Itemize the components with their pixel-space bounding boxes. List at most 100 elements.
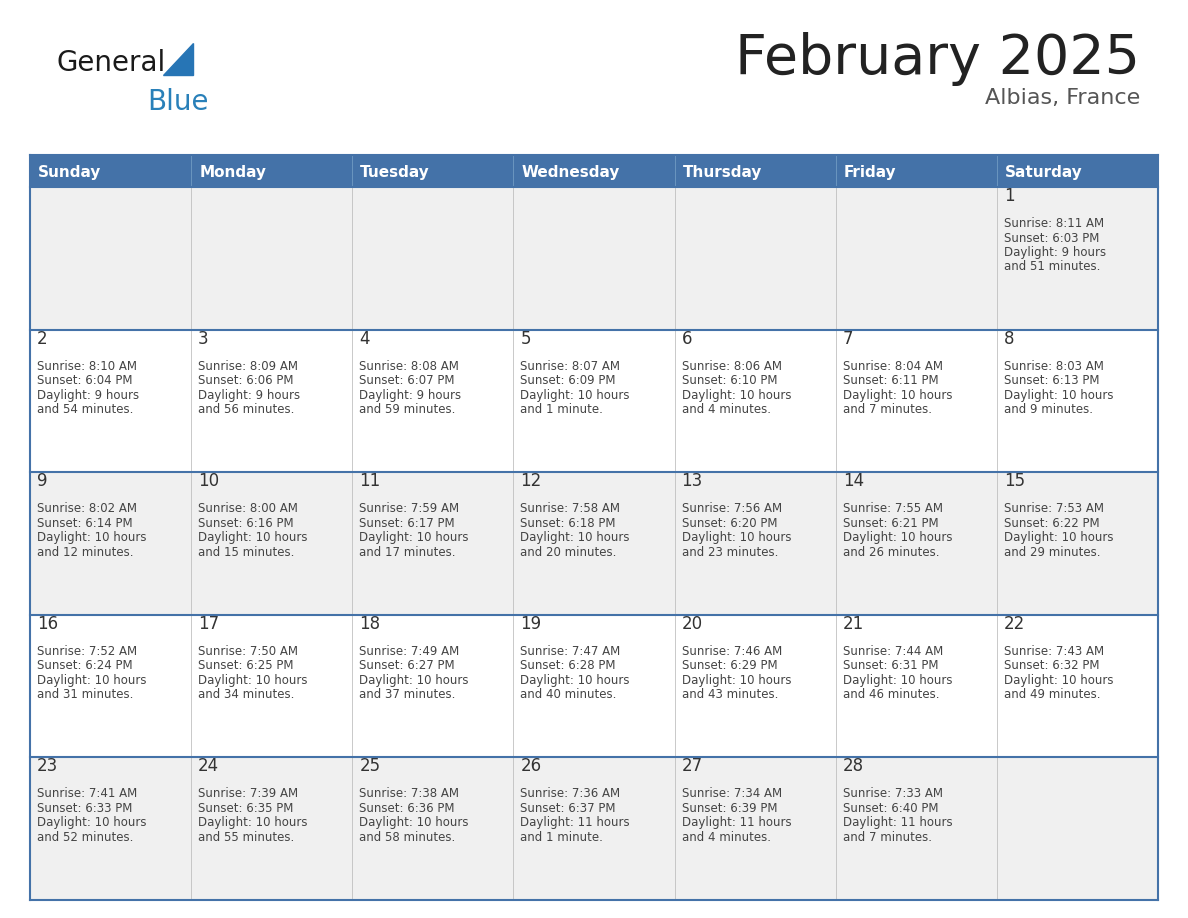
Text: 6: 6	[682, 330, 693, 348]
Text: Sunrise: 7:47 AM: Sunrise: 7:47 AM	[520, 644, 620, 658]
Bar	[30, 472, 1158, 615]
Text: Sunset: 6:09 PM: Sunset: 6:09 PM	[520, 375, 615, 387]
Text: Sunset: 6:36 PM: Sunset: 6:36 PM	[359, 802, 455, 815]
Text: Sunset: 6:14 PM: Sunset: 6:14 PM	[37, 517, 133, 530]
Text: and 52 minutes.: and 52 minutes.	[37, 831, 133, 844]
Text: Sunrise: 7:55 AM: Sunrise: 7:55 AM	[842, 502, 943, 515]
Text: 25: 25	[359, 757, 380, 776]
Bar	[30, 615, 1158, 757]
Text: Daylight: 10 hours: Daylight: 10 hours	[682, 388, 791, 401]
Text: Sunset: 6:29 PM: Sunset: 6:29 PM	[682, 659, 777, 672]
Text: Sunrise: 7:53 AM: Sunrise: 7:53 AM	[1004, 502, 1104, 515]
Text: Friday: Friday	[843, 165, 896, 181]
Text: 23: 23	[37, 757, 58, 776]
Text: Sunset: 6:35 PM: Sunset: 6:35 PM	[198, 802, 293, 815]
Text: Sunrise: 8:00 AM: Sunrise: 8:00 AM	[198, 502, 298, 515]
Text: Sunset: 6:28 PM: Sunset: 6:28 PM	[520, 659, 615, 672]
Text: and 4 minutes.: and 4 minutes.	[682, 403, 771, 416]
Bar	[30, 330, 1158, 472]
Text: and 20 minutes.: and 20 minutes.	[520, 545, 617, 559]
Text: and 1 minute.: and 1 minute.	[520, 831, 604, 844]
Text: Sunrise: 7:59 AM: Sunrise: 7:59 AM	[359, 502, 460, 515]
Text: Monday: Monday	[200, 165, 266, 181]
Text: Sunset: 6:21 PM: Sunset: 6:21 PM	[842, 517, 939, 530]
Text: Blue: Blue	[147, 88, 209, 116]
Text: Sunset: 6:10 PM: Sunset: 6:10 PM	[682, 375, 777, 387]
Text: Daylight: 10 hours: Daylight: 10 hours	[198, 674, 308, 687]
Text: and 23 minutes.: and 23 minutes.	[682, 545, 778, 559]
Text: Sunset: 6:04 PM: Sunset: 6:04 PM	[37, 375, 133, 387]
Text: Sunrise: 7:46 AM: Sunrise: 7:46 AM	[682, 644, 782, 658]
Text: 20: 20	[682, 615, 702, 633]
Text: Daylight: 10 hours: Daylight: 10 hours	[520, 674, 630, 687]
Text: and 49 minutes.: and 49 minutes.	[1004, 688, 1100, 701]
Text: Sunrise: 8:11 AM: Sunrise: 8:11 AM	[1004, 217, 1104, 230]
Text: Daylight: 9 hours: Daylight: 9 hours	[198, 388, 301, 401]
Text: Sunset: 6:18 PM: Sunset: 6:18 PM	[520, 517, 615, 530]
Text: and 7 minutes.: and 7 minutes.	[842, 831, 931, 844]
Text: 9: 9	[37, 472, 48, 490]
Text: Sunset: 6:22 PM: Sunset: 6:22 PM	[1004, 517, 1099, 530]
Text: Sunset: 6:13 PM: Sunset: 6:13 PM	[1004, 375, 1099, 387]
Text: and 7 minutes.: and 7 minutes.	[842, 403, 931, 416]
Text: Sunrise: 7:52 AM: Sunrise: 7:52 AM	[37, 644, 137, 658]
Text: Tuesday: Tuesday	[360, 165, 430, 181]
Text: and 15 minutes.: and 15 minutes.	[198, 545, 295, 559]
Text: 18: 18	[359, 615, 380, 633]
Text: 14: 14	[842, 472, 864, 490]
Bar	[30, 757, 1158, 900]
Text: Sunrise: 7:43 AM: Sunrise: 7:43 AM	[1004, 644, 1104, 658]
Text: Daylight: 10 hours: Daylight: 10 hours	[37, 674, 146, 687]
Text: Sunrise: 7:44 AM: Sunrise: 7:44 AM	[842, 644, 943, 658]
Text: Sunrise: 7:36 AM: Sunrise: 7:36 AM	[520, 788, 620, 800]
Text: Daylight: 10 hours: Daylight: 10 hours	[359, 816, 469, 829]
Text: Sunset: 6:07 PM: Sunset: 6:07 PM	[359, 375, 455, 387]
Text: Sunrise: 8:09 AM: Sunrise: 8:09 AM	[198, 360, 298, 373]
Text: Thursday: Thursday	[683, 165, 762, 181]
Text: 15: 15	[1004, 472, 1025, 490]
Text: Daylight: 10 hours: Daylight: 10 hours	[842, 674, 953, 687]
Text: Sunset: 6:06 PM: Sunset: 6:06 PM	[198, 375, 293, 387]
Polygon shape	[163, 43, 192, 75]
Text: and 51 minutes.: and 51 minutes.	[1004, 261, 1100, 274]
Text: and 12 minutes.: and 12 minutes.	[37, 545, 133, 559]
Text: and 26 minutes.: and 26 minutes.	[842, 545, 940, 559]
Text: Daylight: 10 hours: Daylight: 10 hours	[198, 816, 308, 829]
Text: Sunrise: 8:06 AM: Sunrise: 8:06 AM	[682, 360, 782, 373]
Text: Daylight: 9 hours: Daylight: 9 hours	[37, 388, 139, 401]
Text: Sunset: 6:37 PM: Sunset: 6:37 PM	[520, 802, 615, 815]
Bar	[30, 155, 1158, 187]
Text: Daylight: 10 hours: Daylight: 10 hours	[198, 532, 308, 544]
Text: and 58 minutes.: and 58 minutes.	[359, 831, 455, 844]
Text: Sunset: 6:11 PM: Sunset: 6:11 PM	[842, 375, 939, 387]
Text: and 9 minutes.: and 9 minutes.	[1004, 403, 1093, 416]
Text: Sunset: 6:27 PM: Sunset: 6:27 PM	[359, 659, 455, 672]
Text: Sunset: 6:24 PM: Sunset: 6:24 PM	[37, 659, 133, 672]
Text: and 54 minutes.: and 54 minutes.	[37, 403, 133, 416]
Text: Daylight: 10 hours: Daylight: 10 hours	[842, 532, 953, 544]
Text: 12: 12	[520, 472, 542, 490]
Text: Daylight: 10 hours: Daylight: 10 hours	[37, 532, 146, 544]
Text: Albias, France: Albias, France	[985, 88, 1140, 108]
Text: Daylight: 10 hours: Daylight: 10 hours	[682, 532, 791, 544]
Text: Sunset: 6:17 PM: Sunset: 6:17 PM	[359, 517, 455, 530]
Text: Sunrise: 7:58 AM: Sunrise: 7:58 AM	[520, 502, 620, 515]
Text: 10: 10	[198, 472, 220, 490]
Text: 28: 28	[842, 757, 864, 776]
Text: and 46 minutes.: and 46 minutes.	[842, 688, 940, 701]
Text: and 56 minutes.: and 56 minutes.	[198, 403, 295, 416]
Text: Daylight: 10 hours: Daylight: 10 hours	[1004, 532, 1113, 544]
Text: Daylight: 10 hours: Daylight: 10 hours	[359, 532, 469, 544]
Text: Sunday: Sunday	[38, 165, 101, 181]
Text: Sunrise: 8:07 AM: Sunrise: 8:07 AM	[520, 360, 620, 373]
Bar	[30, 187, 1158, 330]
Text: February 2025: February 2025	[735, 32, 1140, 86]
Text: Daylight: 9 hours: Daylight: 9 hours	[359, 388, 461, 401]
Text: Sunrise: 8:02 AM: Sunrise: 8:02 AM	[37, 502, 137, 515]
Text: 21: 21	[842, 615, 864, 633]
Text: Daylight: 11 hours: Daylight: 11 hours	[682, 816, 791, 829]
Text: Saturday: Saturday	[1005, 165, 1082, 181]
Text: Sunrise: 7:38 AM: Sunrise: 7:38 AM	[359, 788, 460, 800]
Text: Wednesday: Wednesday	[522, 165, 620, 181]
Text: and 4 minutes.: and 4 minutes.	[682, 831, 771, 844]
